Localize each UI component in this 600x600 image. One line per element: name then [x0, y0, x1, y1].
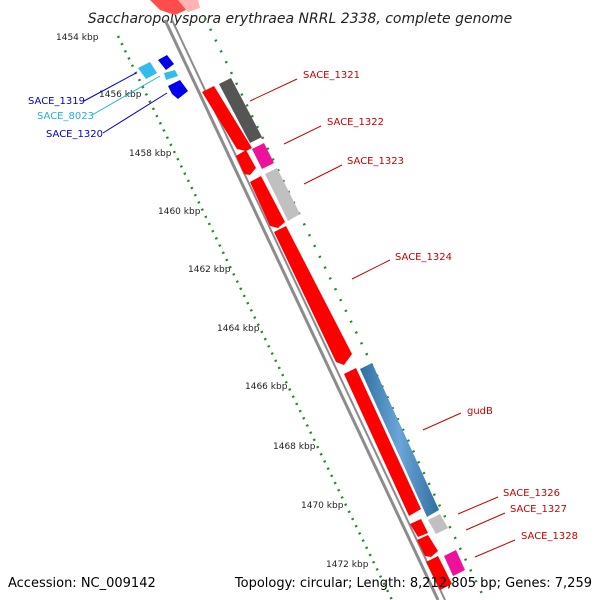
gene-arrow-sace-1323[interactable] [265, 168, 300, 221]
gene-arrow-sace-8023[interactable] [158, 55, 174, 70]
gene-arrow-top-partial[interactable] [150, 0, 186, 15]
leader-line-sace-1324 [351, 259, 391, 280]
gene-arrow-sace-1321[interactable] [219, 78, 262, 143]
kbp-label-1460: 1460 kbp [158, 207, 201, 217]
kbp-label-1468: 1468 kbp [273, 442, 316, 452]
topology-text: Topology: circular; Length: 8,212,805 bp… [234, 576, 592, 591]
gene-arrow-sace-1319[interactable] [138, 62, 157, 79]
gene-arrow-sace-1327[interactable] [417, 535, 438, 557]
leader-line-sace-1327 [465, 512, 506, 531]
gene-arrow-red-2[interactable] [236, 150, 256, 175]
gene-arrow-sace-1324[interactable] [274, 226, 352, 365]
gene-arrow-red-4[interactable] [344, 368, 421, 516]
gene-label-sace-1319[interactable]: SACE_1319 [28, 96, 85, 107]
gene-arrow-red-1[interactable] [202, 86, 252, 151]
leader-line-sace-1328 [474, 539, 516, 558]
gene-label-sace-1320[interactable]: SACE_1320 [46, 129, 103, 140]
leader-line-sace-1322 [283, 125, 322, 145]
gene-label-sace-8023[interactable]: SACE_8023 [37, 111, 94, 122]
kbp-label-1458: 1458 kbp [129, 149, 172, 159]
gene-arrow-sace-1322[interactable] [252, 143, 274, 169]
gene-label-sace-1327[interactable]: SACE_1327 [510, 504, 567, 515]
outer-tick-track [203, 17, 487, 600]
genome-title: Saccharopolyspora erythraea NRRL 2338, c… [88, 11, 513, 27]
kbp-label-1466: 1466 kbp [245, 382, 288, 392]
leader-line-sace-8023 [91, 75, 161, 116]
accession-text: Accession: NC_009142 [8, 576, 156, 591]
leader-line-sace-1323 [303, 164, 343, 185]
gene-label-sace-1321[interactable]: SACE_1321 [303, 70, 360, 81]
leader-line-sace-1326 [457, 496, 499, 515]
gene-label-sace-1328[interactable]: SACE_1328 [521, 531, 578, 542]
leader-line-gudb [422, 412, 462, 431]
leader-line-sace-1320 [102, 92, 168, 134]
backbone-inner-line [163, 19, 440, 600]
inner-tick-track [116, 35, 394, 600]
gene-arrow-red-6[interactable] [426, 556, 452, 590]
kbp-label-1454: 1454 kbp [56, 33, 99, 43]
gene-arrow-gudb[interactable] [360, 363, 439, 517]
kbp-label-1464: 1464 kbp [217, 324, 260, 334]
gene-arrow-sace-1328[interactable] [444, 550, 465, 576]
kbp-label-1472: 1472 kbp [326, 560, 369, 570]
leader-line-sace-1319 [83, 72, 137, 102]
gene-arrow-red-3[interactable] [250, 176, 285, 228]
gene-arrow-sace-1326[interactable] [428, 514, 448, 534]
gene-arrow-red-5[interactable] [410, 519, 428, 537]
gene-arrow-top-partial-pink[interactable] [178, 0, 200, 12]
gene-arrow-sace-1320[interactable] [168, 80, 188, 99]
kbp-label-1470: 1470 kbp [301, 501, 344, 511]
leader-line-sace-1321 [249, 78, 298, 102]
gene-label-sace-1326[interactable]: SACE_1326 [503, 488, 560, 499]
gene-label-sace-1324[interactable]: SACE_1324 [395, 252, 452, 263]
kbp-label-1456: 1456 kbp [99, 90, 142, 100]
gene-label-gudb[interactable]: gudB [467, 406, 493, 417]
rna-marker-sace-8023[interactable] [164, 70, 178, 80]
gene-label-sace-1322[interactable]: SACE_1322 [327, 117, 384, 128]
gene-label-sace-1323[interactable]: SACE_1323 [347, 156, 404, 167]
kbp-label-1462: 1462 kbp [188, 265, 231, 275]
